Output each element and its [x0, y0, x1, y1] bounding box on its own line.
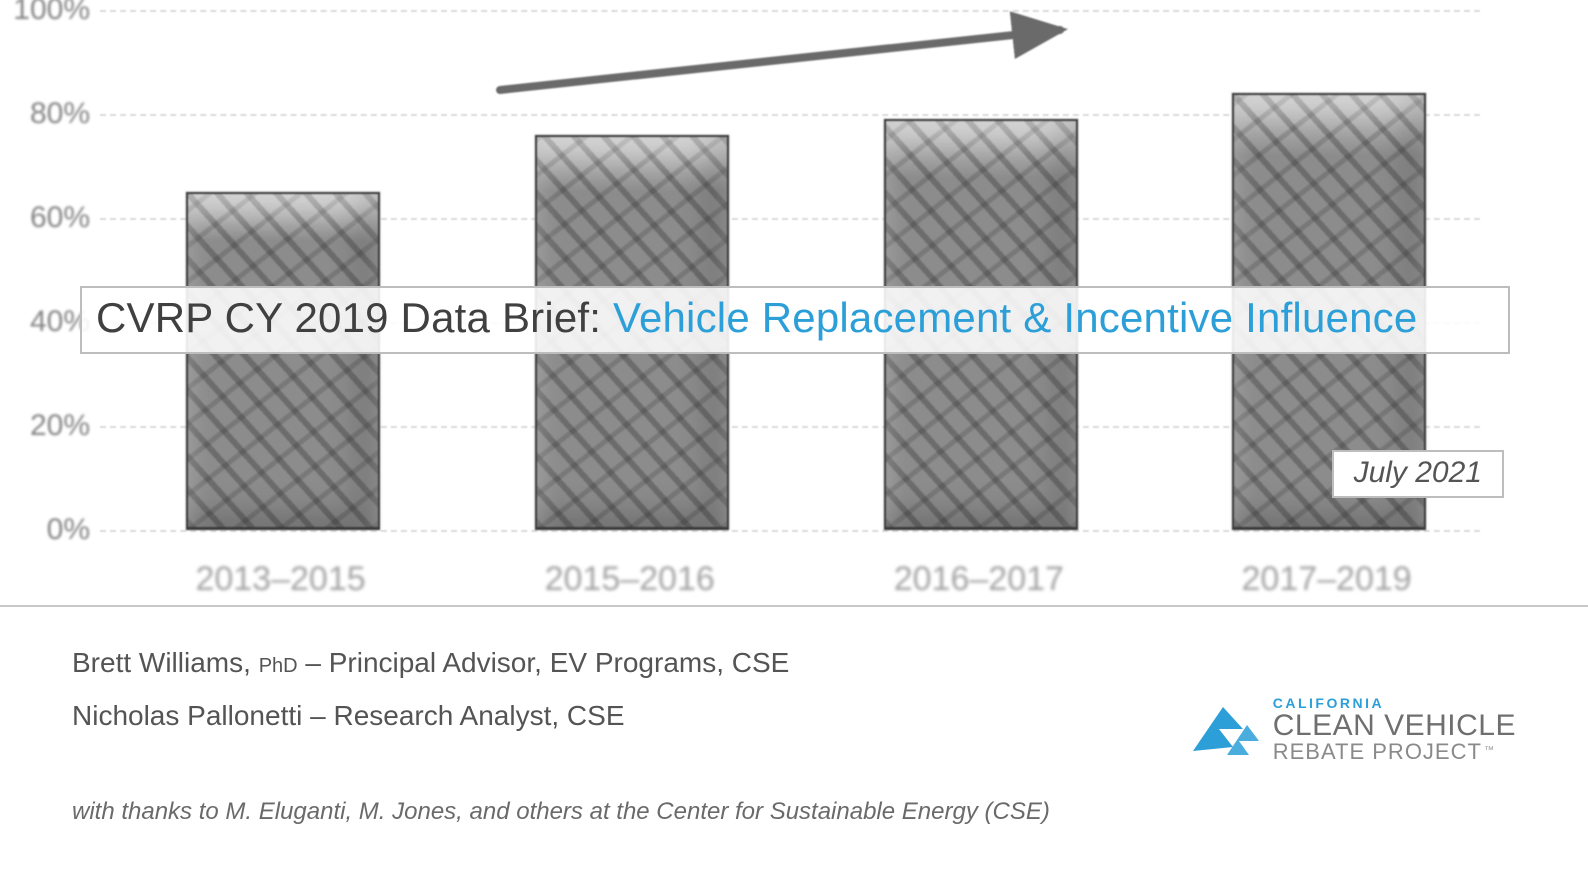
y-tick-label: 0% — [47, 513, 90, 547]
author1-role: – Principal Advisor, EV Programs, CSE — [298, 647, 790, 678]
cvrp-logo: CALIFORNIA CLEAN VEHICLE REBATE PROJECT™ — [1185, 690, 1516, 770]
horizontal-divider — [0, 605, 1588, 607]
author1-name: Brett Williams, — [72, 647, 251, 678]
acknowledgements: with thanks to M. Eluganti, M. Jones, an… — [72, 798, 1050, 826]
y-tick-label: 80% — [30, 97, 90, 131]
logo-tm: ™ — [1484, 745, 1494, 756]
y-tick-label: 60% — [30, 201, 90, 235]
trend-arrow — [100, 10, 1480, 530]
author-line-2: Nicholas Pallonetti – Research Analyst, … — [72, 689, 789, 742]
y-tick-label: 20% — [30, 409, 90, 443]
slide: 0%20%40%60%80%100%2013–20152015–20162016… — [0, 0, 1588, 888]
author1-degree: PhD — [259, 655, 298, 677]
author-credits: Brett Williams, PhD – Principal Advisor,… — [72, 636, 789, 742]
title-accent: Vehicle Replacement & Incentive Influenc… — [613, 294, 1417, 341]
logo-clean-vehicle: CLEAN VEHICLE — [1273, 711, 1516, 742]
x-category-label: 2015–2016 — [500, 560, 760, 599]
cvrp-logo-text: CALIFORNIA CLEAN VEHICLE REBATE PROJECT™ — [1273, 696, 1516, 763]
cvrp-logo-icon — [1185, 695, 1263, 765]
background-bar-chart: 0%20%40%60%80%100%2013–20152015–20162016… — [100, 10, 1480, 530]
gridline — [100, 530, 1480, 532]
x-category-label: 2016–2017 — [849, 560, 1109, 599]
title-box: CVRP CY 2019 Data Brief: Vehicle Replace… — [80, 286, 1510, 354]
x-category-label: 2017–2019 — [1197, 560, 1457, 599]
author-line-1: Brett Williams, PhD – Principal Advisor,… — [72, 636, 789, 689]
y-tick-label: 100% — [13, 0, 90, 27]
date-box: July 2021 — [1332, 450, 1504, 498]
title-prefix: CVRP CY 2019 Data Brief: — [96, 294, 613, 341]
x-category-label: 2013–2015 — [151, 560, 411, 599]
logo-rebate-project: REBATE PROJECT — [1273, 739, 1482, 764]
